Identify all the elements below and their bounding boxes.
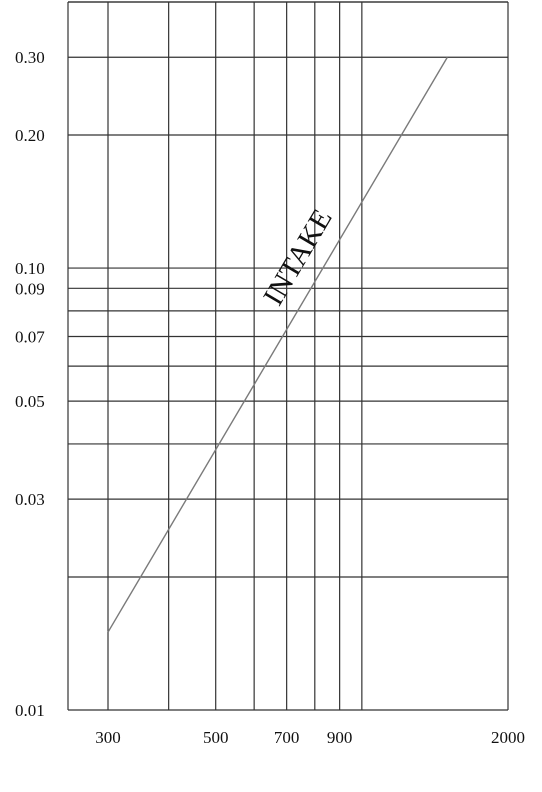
y-gridlines [68, 1, 508, 711]
x-tick-label-700: 700 [274, 728, 300, 747]
y-tick-label-0.03: 0.03 [15, 490, 45, 509]
x-tick-label-2000: 2000 [491, 728, 525, 747]
x-gridlines [67, 1, 509, 710]
series-label-intake: INTAKE [257, 204, 338, 311]
y-tick-label-0.05: 0.05 [15, 392, 45, 411]
y-tick-labels: 0.01 0.03 0.05 0.07 0.090.10 0.20 0.30 [15, 48, 45, 720]
series-line-intake [107, 56, 448, 633]
y-tick-label-0.20: 0.20 [15, 126, 45, 145]
y-tick-label-0.10: 0.10 [15, 259, 45, 278]
x-tick-label-300: 300 [95, 728, 121, 747]
series-layer: INTAKE [107, 56, 448, 633]
y-tick-label-0.30: 0.30 [15, 48, 45, 67]
y-tick-label-0.09: 0.09 [15, 279, 45, 298]
x-tick-label-900: 900 [327, 728, 353, 747]
x-tick-label-500: 500 [203, 728, 229, 747]
x-tick-labels: 300 500 700 900 2000 [95, 728, 525, 747]
y-tick-label-0.01: 0.01 [15, 701, 45, 720]
y-tick-label-0.07: 0.07 [15, 328, 45, 347]
